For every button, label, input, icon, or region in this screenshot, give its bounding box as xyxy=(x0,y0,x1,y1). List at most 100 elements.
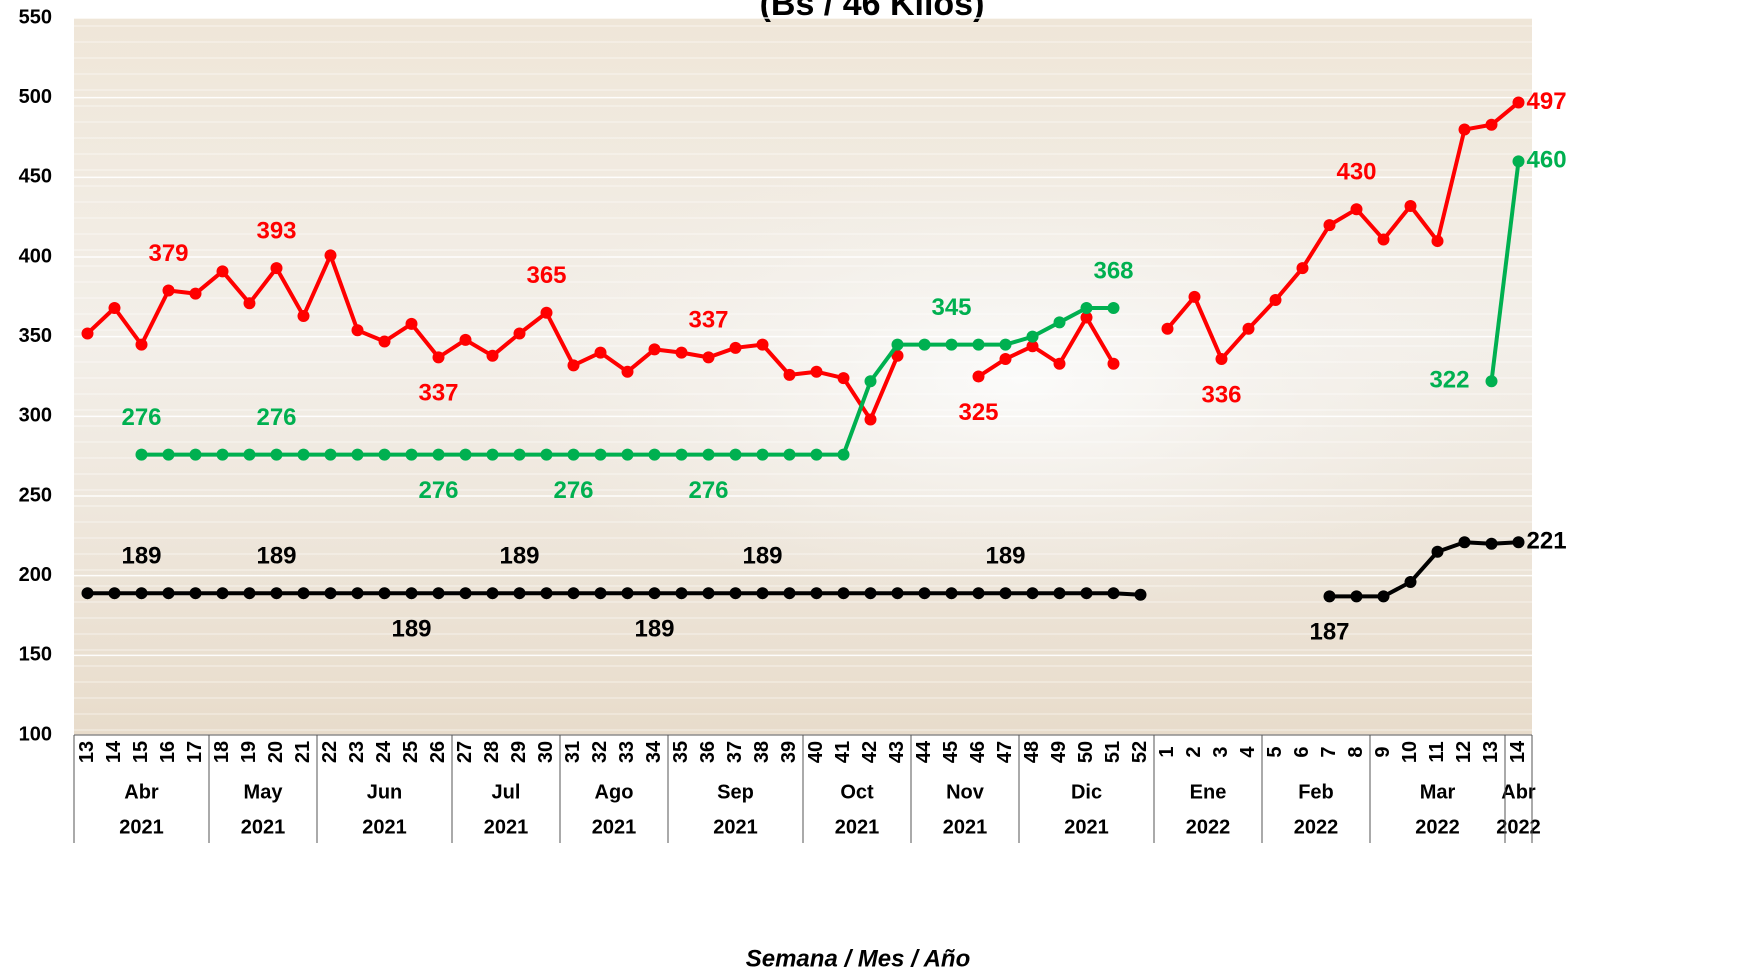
month-label: Oct xyxy=(840,781,874,803)
data-point xyxy=(1107,301,1120,314)
data-label: 276 xyxy=(418,477,458,504)
x-tick-label: 35 xyxy=(670,741,692,763)
year-label: 2021 xyxy=(241,816,286,838)
data-point xyxy=(459,448,472,461)
month-label: Dic xyxy=(1071,781,1102,803)
data-point xyxy=(297,587,310,600)
data-point xyxy=(1431,235,1444,248)
data-point xyxy=(567,587,580,600)
data-point xyxy=(891,349,904,362)
data-point xyxy=(999,352,1012,365)
data-label: 276 xyxy=(256,404,296,431)
data-point xyxy=(1512,96,1525,109)
data-point xyxy=(567,359,580,372)
x-tick-label: 14 xyxy=(103,740,125,763)
data-point xyxy=(486,349,499,362)
data-point xyxy=(270,448,283,461)
data-point xyxy=(945,338,958,351)
data-point xyxy=(1350,590,1363,603)
data-point xyxy=(972,370,985,383)
data-point xyxy=(1296,262,1309,275)
data-label: 276 xyxy=(121,404,161,431)
data-label: 345 xyxy=(931,294,971,321)
data-point xyxy=(432,351,445,364)
x-tick-label: 1 xyxy=(1156,746,1178,757)
data-point xyxy=(1323,590,1336,603)
x-tick-label: 24 xyxy=(373,740,395,763)
year-label: 2021 xyxy=(592,816,637,838)
data-point xyxy=(729,587,742,600)
data-label: 365 xyxy=(526,262,566,289)
data-point xyxy=(621,448,634,461)
x-tick-label: 13 xyxy=(1480,741,1502,763)
x-tick-label: 16 xyxy=(157,741,179,763)
data-point xyxy=(243,297,256,310)
data-point xyxy=(1458,536,1471,549)
x-tick-label: 5 xyxy=(1264,746,1286,757)
data-point xyxy=(648,448,661,461)
data-point xyxy=(1053,587,1066,600)
data-label: 460 xyxy=(1527,147,1567,174)
x-tick-label: 29 xyxy=(508,741,530,763)
data-point xyxy=(1053,357,1066,370)
data-point xyxy=(324,448,337,461)
year-label: 2021 xyxy=(943,816,988,838)
year-label: 2021 xyxy=(119,816,164,838)
x-tick-label: 17 xyxy=(184,741,206,763)
x-tick-label: 49 xyxy=(1048,741,1070,763)
data-point xyxy=(1350,203,1363,216)
data-point xyxy=(783,587,796,600)
data-point xyxy=(1485,537,1498,550)
year-label: 2022 xyxy=(1415,816,1460,838)
x-tick-label: 33 xyxy=(616,741,638,763)
data-label: 379 xyxy=(148,240,188,267)
y-tick-label: 350 xyxy=(19,325,52,347)
data-point xyxy=(189,587,202,600)
x-tick-label: 22 xyxy=(319,741,341,763)
data-point xyxy=(405,317,418,330)
x-tick-label: 25 xyxy=(400,741,422,763)
x-tick-label: 18 xyxy=(211,741,233,763)
data-point xyxy=(1053,316,1066,329)
data-point xyxy=(540,448,553,461)
data-label: 189 xyxy=(634,616,674,643)
x-tick-label: 34 xyxy=(643,740,665,763)
month-label: Ago xyxy=(595,781,634,803)
data-point xyxy=(675,346,688,359)
month-label: May xyxy=(244,781,284,803)
data-point xyxy=(432,448,445,461)
data-label: 368 xyxy=(1093,257,1133,284)
x-tick-label: 11 xyxy=(1426,741,1448,762)
data-point xyxy=(729,448,742,461)
month-label: Ene xyxy=(1190,781,1227,803)
data-point xyxy=(270,262,283,275)
data-point xyxy=(1404,576,1417,589)
data-point xyxy=(540,587,553,600)
x-tick-label: 21 xyxy=(292,741,314,763)
data-label: 325 xyxy=(958,399,998,426)
data-point xyxy=(81,587,94,600)
data-label: 221 xyxy=(1527,528,1567,555)
month-label: Jun xyxy=(367,781,403,803)
data-point xyxy=(189,448,202,461)
data-point xyxy=(432,587,445,600)
x-tick-label: 15 xyxy=(130,741,152,763)
data-point xyxy=(486,448,499,461)
data-point xyxy=(405,448,418,461)
x-tick-label: 19 xyxy=(238,741,260,763)
data-point xyxy=(297,309,310,322)
data-point xyxy=(972,338,985,351)
data-label: 189 xyxy=(121,543,161,570)
data-label: 189 xyxy=(256,543,296,570)
data-point xyxy=(675,448,688,461)
data-point xyxy=(891,338,904,351)
x-tick-label: 14 xyxy=(1507,740,1529,763)
year-label: 2022 xyxy=(1186,816,1231,838)
data-point xyxy=(351,324,364,337)
data-point xyxy=(162,587,175,600)
data-point xyxy=(567,448,580,461)
x-tick-label: 13 xyxy=(76,741,98,763)
data-point xyxy=(594,587,607,600)
year-label: 2021 xyxy=(713,816,758,838)
